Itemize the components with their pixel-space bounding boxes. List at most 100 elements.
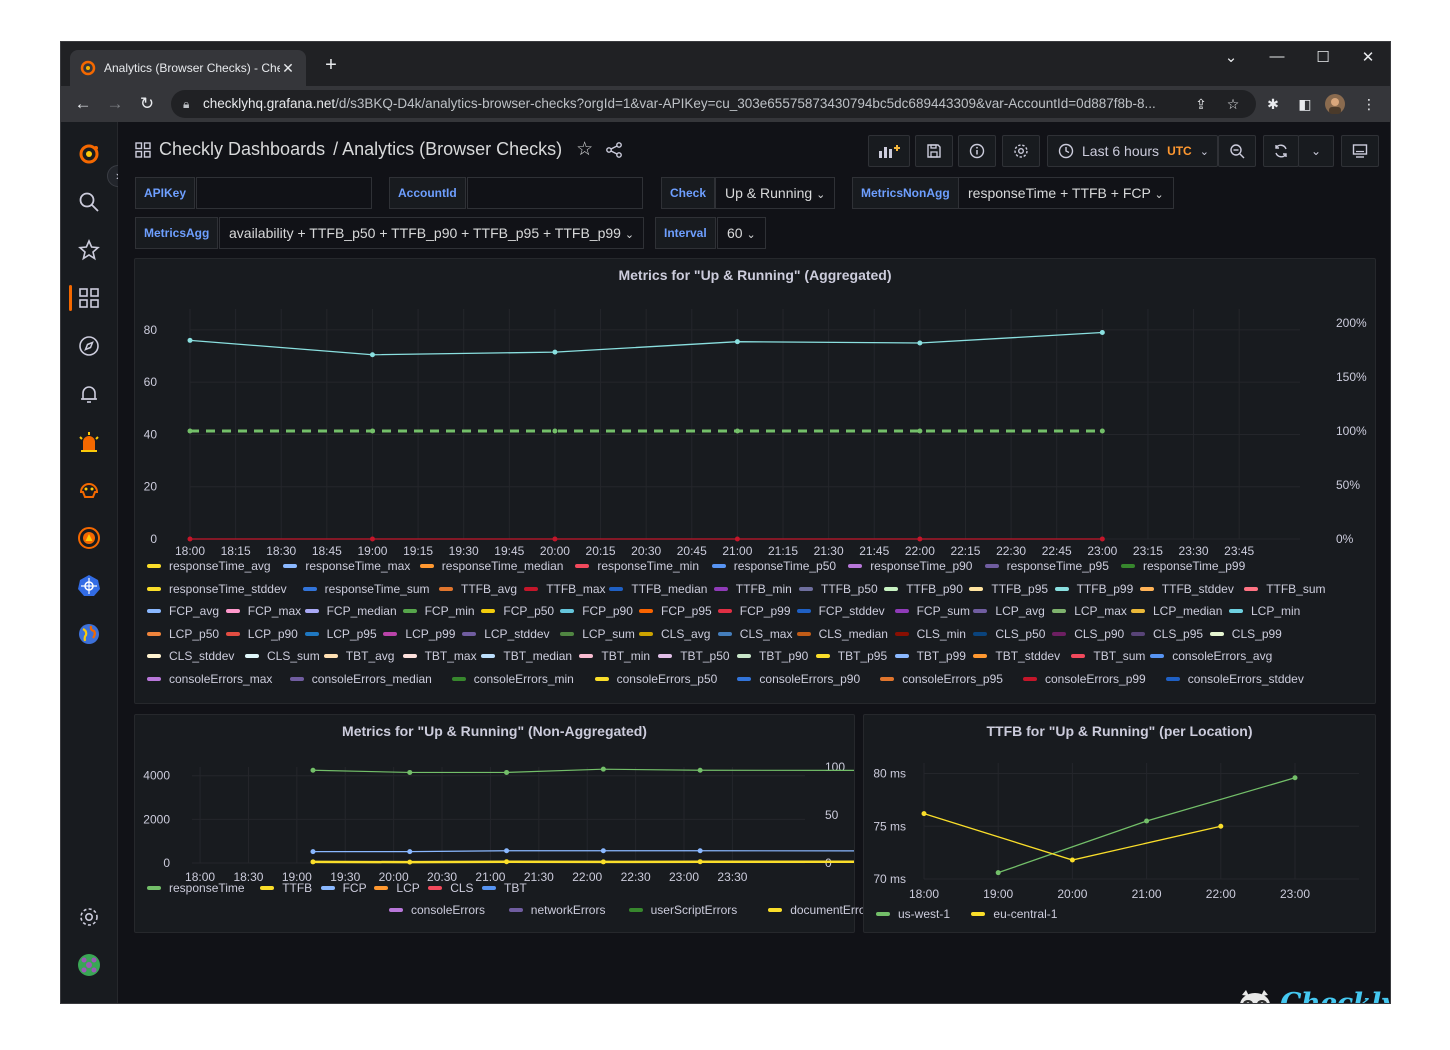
dashboard-settings-button[interactable] [1002,135,1040,167]
refresh-interval-dropdown[interactable]: ⌄ [1298,135,1334,167]
refresh-button[interactable] [1263,135,1299,167]
explore-compass-icon[interactable] [77,334,101,358]
legend-item[interactable]: LCP_sum [560,627,635,641]
legend-item[interactable]: CLS_median [796,627,888,641]
metricsnonagg-select[interactable]: responseTime + TTFB + FCP ⌄ [958,177,1174,209]
legend-item[interactable]: FCP_median [304,604,397,618]
legend-item[interactable]: networkErrors [508,903,605,917]
legend-item[interactable]: consoleErrors_stddev [1165,672,1304,686]
legend-item[interactable]: TTFB_p99 [1054,582,1133,596]
legend-item[interactable]: TTFB_max [524,582,606,596]
legend-item[interactable]: consoleErrors_p90 [737,672,860,686]
maximize-icon[interactable]: ☐ [1316,49,1330,66]
legend-item[interactable]: CLS_p50 [973,627,1045,641]
starred-icon[interactable] [77,238,101,262]
legend-item[interactable]: documentErrors [768,903,876,917]
legend-item[interactable]: CLS_max [717,627,792,641]
tab-search-icon[interactable]: ⌄ [1224,49,1238,66]
legend-item[interactable]: userScriptErrors [628,903,737,917]
legend-item[interactable]: CLS_p90 [1052,627,1124,641]
time-range-picker[interactable]: Last 6 hours UTC ⌄ [1047,135,1218,167]
legend-item[interactable]: TTFB_avg [439,582,517,596]
search-icon[interactable] [77,190,101,214]
user-avatar[interactable] [77,953,101,977]
legend-item[interactable]: consoleErrors_p50 [594,672,717,686]
legend-item[interactable]: CLS_p95 [1131,627,1203,641]
legend-item[interactable]: TTFB [260,881,312,895]
legend-item[interactable]: responseTime_p99 [1121,559,1245,573]
legend-item[interactable]: LCP_max [1052,604,1127,618]
legend-item[interactable]: CLS_avg [639,627,710,641]
accountid-input[interactable] [467,177,643,209]
legend-item[interactable]: FCP_p95 [639,604,712,618]
star-dashboard-icon[interactable]: ☆ [576,139,594,160]
browser-tab[interactable]: Analytics (Browser Checks) - Che ✕ [70,50,306,86]
non-aggregated-metrics-panel[interactable]: Metrics for "Up & Running" (Non-Aggregat… [134,714,876,933]
dashboard-title[interactable]: Analytics (Browser Checks) [342,139,563,159]
legend-item[interactable]: consoleErrors_min [451,672,574,686]
legend-item[interactable]: LCP_min [1229,604,1300,618]
help-icon[interactable] [77,1001,101,1003]
legend-item[interactable]: TTFB_min [713,582,792,596]
legend-item[interactable]: TTFB_stddev [1139,582,1234,596]
legend-item[interactable]: TTFB_median [609,582,707,596]
legend-item[interactable]: LCP_p99 [383,627,455,641]
legend-item[interactable]: TTFB_p90 [884,582,963,596]
synthetics-globe-icon[interactable] [77,622,101,646]
configuration-gear-icon[interactable] [77,905,101,929]
legend-item[interactable]: FCP_p90 [560,604,633,618]
incident-icon[interactable] [77,430,101,454]
legend-item[interactable]: LCP_avg [973,604,1045,618]
back-icon[interactable]: ← [74,94,92,113]
legend-item[interactable]: consoleErrors_p95 [880,672,1003,686]
machine-learning-icon[interactable] [77,478,101,502]
legend-item[interactable]: LCP_stddev [462,627,550,641]
legend-item[interactable]: TBT_sum [1071,649,1145,663]
legend-item[interactable]: eu-central-1 [971,907,1057,921]
legend-item[interactable]: consoleErrors [389,903,485,917]
legend-item[interactable]: responseTime_stddev [147,582,287,596]
profile-avatar[interactable] [1325,94,1345,114]
legend-item[interactable]: CLS [428,881,474,895]
legend-item[interactable]: LCP_median [1131,604,1222,618]
share-dashboard-icon[interactable] [605,141,623,159]
metricsagg-select[interactable]: availability + TTFB_p50 + TTFB_p90 + TTF… [219,217,645,249]
legend-item[interactable]: TTFB_sum [1244,582,1326,596]
dashboard-info-button[interactable] [958,135,996,167]
apikey-input[interactable] [196,177,372,209]
legend-item[interactable]: consoleErrors_max [147,672,272,686]
legend-item[interactable]: TBT_max [402,649,477,663]
legend-item[interactable]: FCP_max [225,604,301,618]
legend-item[interactable]: TBT [482,881,527,895]
grafana-logo-icon[interactable] [77,142,101,166]
legend-item[interactable]: FCP [320,881,367,895]
side-panel-icon[interactable]: ◧ [1298,96,1312,112]
minimize-icon[interactable]: — [1269,48,1285,65]
legend-item[interactable]: TBT_min [579,649,650,663]
legend-item[interactable]: TTFB_p50 [799,582,878,596]
legend-item[interactable]: FCP_p99 [717,604,791,618]
share-icon[interactable]: ⇪ [1195,96,1207,112]
interval-select[interactable]: 60 ⌄ [717,217,766,249]
ttfb-per-location-panel[interactable]: TTFB for "Up & Running" (per Location) 1… [863,714,1376,933]
reload-icon[interactable]: ↻ [139,94,155,113]
legend-item[interactable]: TBT_stddev [973,649,1060,663]
aggregated-metrics-chart[interactable]: 18:00 18:15 18:30 18:45 19:00 19:15 19:30 19:45… [135,295,1375,595]
bookmark-star-icon[interactable]: ☆ [1226,96,1240,112]
legend-item[interactable]: responseTime_sum [302,582,430,596]
extensions-icon[interactable]: ✱ [1267,96,1279,112]
add-panel-button[interactable] [868,135,910,167]
legend-item[interactable]: TBT_avg [323,649,394,663]
close-tab-icon[interactable]: ✕ [282,59,294,76]
breadcrumb-folder[interactable]: Checkly Dashboards [159,139,326,159]
legend-item[interactable]: FCP_sum [894,604,970,618]
legend-item[interactable]: CLS_stddev [147,649,234,663]
check-select[interactable]: Up & Running ⌄ [715,177,836,209]
aggregated-metrics-panel[interactable]: Metrics for "Up & Running" (Aggregated) … [134,258,1376,704]
ttfb-per-location-chart[interactable]: 18:00 19:00 20:00 21:00 22:00 23:00 70 ms 75 ms… [864,751,1375,901]
legend-item[interactable]: TBT_p95 [815,649,887,663]
legend-item[interactable]: LCP_p90 [225,627,298,641]
legend-item[interactable]: TBT_p99 [894,649,966,663]
legend-item[interactable]: responseTime [147,881,245,895]
legend-item[interactable]: TBT_p50 [658,649,730,663]
